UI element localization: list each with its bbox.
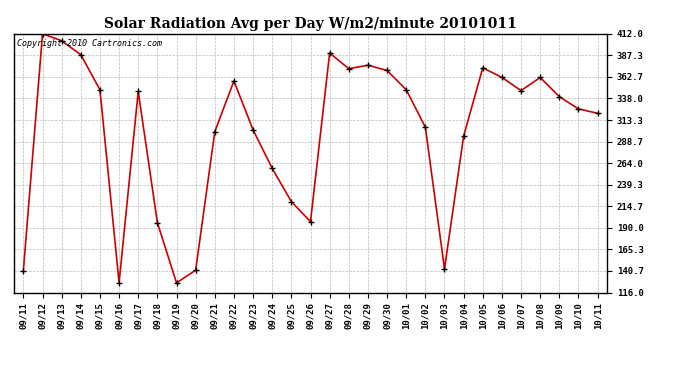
Title: Solar Radiation Avg per Day W/m2/minute 20101011: Solar Radiation Avg per Day W/m2/minute … — [104, 17, 517, 31]
Text: Copyright 2010 Cartronics.com: Copyright 2010 Cartronics.com — [17, 39, 161, 48]
